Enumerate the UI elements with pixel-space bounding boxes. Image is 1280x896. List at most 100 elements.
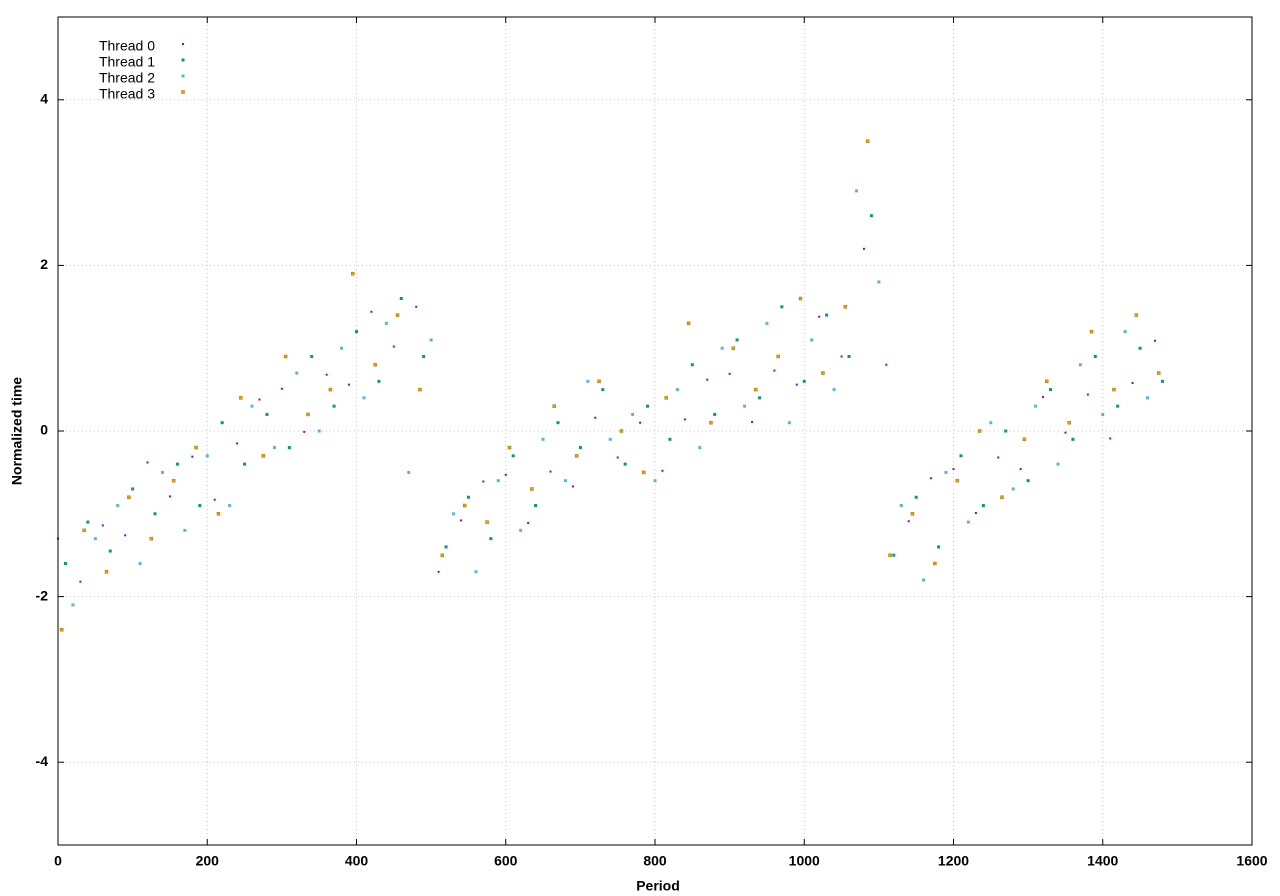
point xyxy=(1078,363,1082,367)
point xyxy=(440,553,445,557)
point xyxy=(239,396,243,400)
point xyxy=(287,446,291,450)
point xyxy=(527,521,530,524)
point xyxy=(751,420,754,423)
point xyxy=(534,504,538,508)
point xyxy=(1131,381,1134,384)
point xyxy=(877,280,881,284)
point xyxy=(795,383,798,386)
point xyxy=(832,388,836,392)
point xyxy=(646,404,650,408)
point xyxy=(997,456,1000,459)
point xyxy=(351,271,355,276)
point xyxy=(944,470,948,474)
point xyxy=(753,387,758,392)
point xyxy=(840,355,843,358)
point xyxy=(843,305,848,309)
point xyxy=(124,534,127,537)
point xyxy=(735,338,739,342)
point xyxy=(818,315,821,318)
point xyxy=(787,421,791,425)
point xyxy=(507,445,512,450)
point xyxy=(355,330,358,334)
point xyxy=(862,247,865,250)
point xyxy=(1034,404,1038,408)
point xyxy=(1026,479,1030,483)
x-tick-label: 1000 xyxy=(789,853,820,869)
point xyxy=(399,297,403,301)
point xyxy=(642,470,646,475)
legend-marker xyxy=(181,58,185,62)
point xyxy=(1116,404,1120,408)
points xyxy=(57,139,1164,632)
point xyxy=(395,313,400,317)
point xyxy=(1019,468,1022,471)
point xyxy=(821,371,825,375)
point xyxy=(489,537,493,541)
point xyxy=(616,456,619,459)
point xyxy=(348,383,351,386)
point xyxy=(937,545,941,549)
point xyxy=(709,420,713,425)
point xyxy=(283,354,288,359)
point xyxy=(922,578,926,582)
point xyxy=(175,462,179,466)
point xyxy=(731,346,736,350)
point xyxy=(530,487,534,491)
point xyxy=(1042,396,1045,399)
point xyxy=(885,363,888,366)
legend-marker xyxy=(181,90,185,94)
point xyxy=(1071,437,1075,441)
point xyxy=(757,396,761,400)
point xyxy=(698,446,702,450)
point xyxy=(258,398,261,401)
legend-label: Thread 3 xyxy=(99,86,155,102)
point xyxy=(683,418,686,421)
point xyxy=(899,504,903,508)
x-tick-label: 0 xyxy=(54,853,62,869)
point xyxy=(325,373,328,376)
y-tick-label: 4 xyxy=(40,91,48,107)
point xyxy=(452,512,456,516)
x-tick-label: 1600 xyxy=(1236,853,1267,869)
point xyxy=(194,445,198,450)
point xyxy=(933,561,937,566)
point xyxy=(586,379,590,383)
point xyxy=(765,321,769,325)
x-axis-label: Period xyxy=(636,878,680,894)
point xyxy=(392,345,395,348)
point xyxy=(482,480,485,483)
point xyxy=(549,470,552,473)
x-tick-label: 600 xyxy=(494,853,518,869)
point xyxy=(444,545,448,549)
point xyxy=(213,498,216,501)
point xyxy=(104,570,109,574)
point xyxy=(631,412,635,416)
x-tick-label: 1400 xyxy=(1087,853,1118,869)
point xyxy=(1112,387,1116,392)
legend-label: Thread 1 xyxy=(99,54,155,70)
point xyxy=(71,603,75,607)
y-tick-label: 2 xyxy=(40,256,48,272)
point xyxy=(306,412,310,417)
point xyxy=(1056,462,1060,466)
point xyxy=(243,462,247,466)
point xyxy=(272,446,276,450)
point xyxy=(429,338,433,342)
point xyxy=(511,454,515,458)
point xyxy=(892,553,896,557)
point xyxy=(138,561,142,565)
point xyxy=(1101,412,1105,416)
point xyxy=(384,321,388,325)
point xyxy=(653,479,657,483)
point xyxy=(1011,487,1015,491)
point xyxy=(250,404,254,408)
point xyxy=(160,470,164,474)
point xyxy=(79,580,82,583)
legend-label: Thread 0 xyxy=(99,38,155,54)
point xyxy=(619,429,624,433)
point xyxy=(907,520,910,523)
point xyxy=(1000,495,1004,499)
point xyxy=(974,511,977,514)
